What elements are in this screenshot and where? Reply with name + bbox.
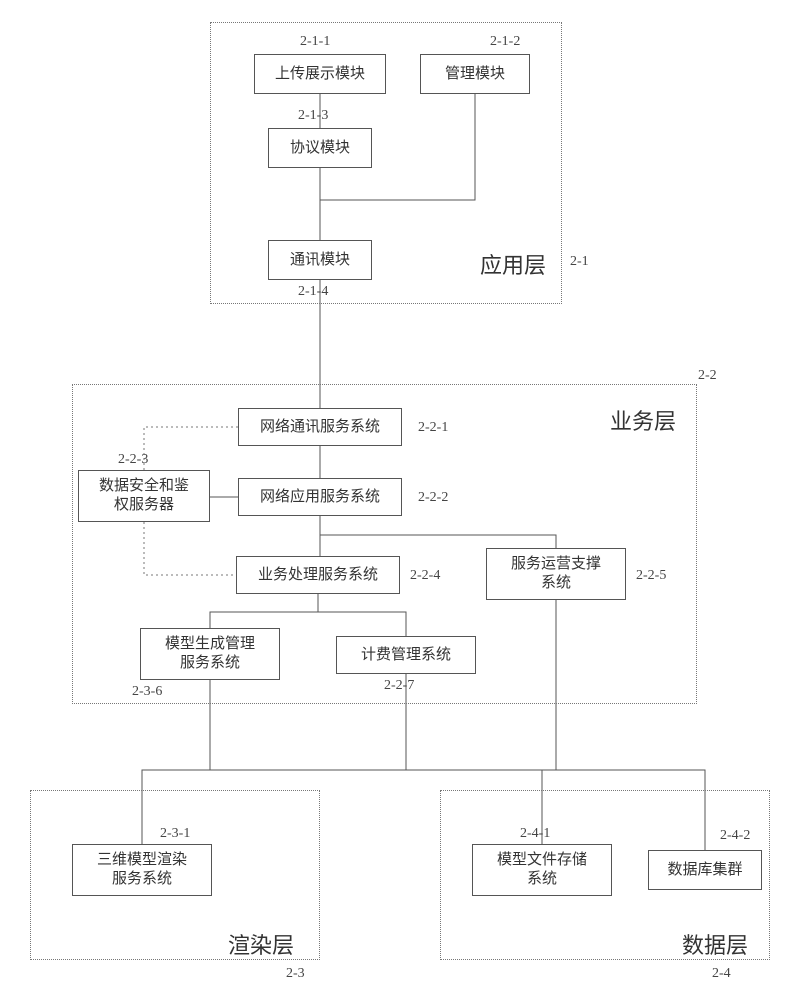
node-billing-mgmt: 计费管理系统 <box>336 636 476 674</box>
id-label: 2-1 <box>570 254 589 270</box>
title-app-layer: 应用层 <box>480 248 546 280</box>
title-biz-layer: 业务层 <box>610 404 676 436</box>
node-label: 协议模块 <box>290 139 350 158</box>
diagram-canvas: 应用层 业务层 渲染层 数据层 上传展示模块 管理模块 协议模块 通讯模块 网络… <box>0 0 803 1000</box>
node-label: 数据安全和鉴权服务器 <box>99 477 189 515</box>
node-label: 模型文件存储系统 <box>497 851 587 889</box>
id-label: 2-2-5 <box>636 568 666 584</box>
title-data-layer: 数据层 <box>682 928 748 960</box>
id-label: 2-2 <box>698 368 717 384</box>
id-label: 2-4 <box>712 966 731 982</box>
node-3d-render-svc: 三维模型渲染服务系统 <box>72 844 212 896</box>
id-label: 2-1-4 <box>298 284 328 300</box>
node-biz-proc-svc: 业务处理服务系统 <box>236 556 400 594</box>
node-management: 管理模块 <box>420 54 530 94</box>
id-label: 2-4-1 <box>520 826 550 842</box>
node-protocol: 协议模块 <box>268 128 372 168</box>
node-net-comm-svc: 网络通讯服务系统 <box>238 408 402 446</box>
node-svc-ops-support: 服务运营支撑系统 <box>486 548 626 600</box>
id-label: 2-2-4 <box>410 568 440 584</box>
node-net-app-svc: 网络应用服务系统 <box>238 478 402 516</box>
node-comm: 通讯模块 <box>268 240 372 280</box>
node-label: 服务运营支撑系统 <box>511 555 601 593</box>
node-security-auth: 数据安全和鉴权服务器 <box>78 470 210 522</box>
node-model-file-store: 模型文件存储系统 <box>472 844 612 896</box>
id-label: 2-1-3 <box>298 108 328 124</box>
id-label: 2-1-2 <box>490 34 520 50</box>
id-label: 2-2-1 <box>418 420 448 436</box>
id-label: 2-2-2 <box>418 490 448 506</box>
node-label: 网络通讯服务系统 <box>260 418 380 437</box>
node-label: 上传展示模块 <box>275 65 365 84</box>
node-label: 业务处理服务系统 <box>258 566 378 585</box>
node-label: 模型生成管理服务系统 <box>165 635 255 673</box>
node-label: 计费管理系统 <box>361 646 451 665</box>
id-label: 2-3-1 <box>160 826 190 842</box>
node-label: 三维模型渲染服务系统 <box>97 851 187 889</box>
id-label: 2-2-3 <box>118 452 148 468</box>
node-label: 管理模块 <box>445 65 505 84</box>
id-label: 2-3-6 <box>132 684 162 700</box>
node-label: 通讯模块 <box>290 251 350 270</box>
node-db-cluster: 数据库集群 <box>648 850 762 890</box>
id-label: 2-4-2 <box>720 828 750 844</box>
id-label: 2-2-7 <box>384 678 414 694</box>
title-render-layer: 渲染层 <box>228 928 294 960</box>
node-label: 网络应用服务系统 <box>260 488 380 507</box>
id-label: 2-1-1 <box>300 34 330 50</box>
id-label: 2-3 <box>286 966 305 982</box>
node-model-gen-mgmt: 模型生成管理服务系统 <box>140 628 280 680</box>
node-label: 数据库集群 <box>667 861 742 880</box>
node-upload-display: 上传展示模块 <box>254 54 386 94</box>
